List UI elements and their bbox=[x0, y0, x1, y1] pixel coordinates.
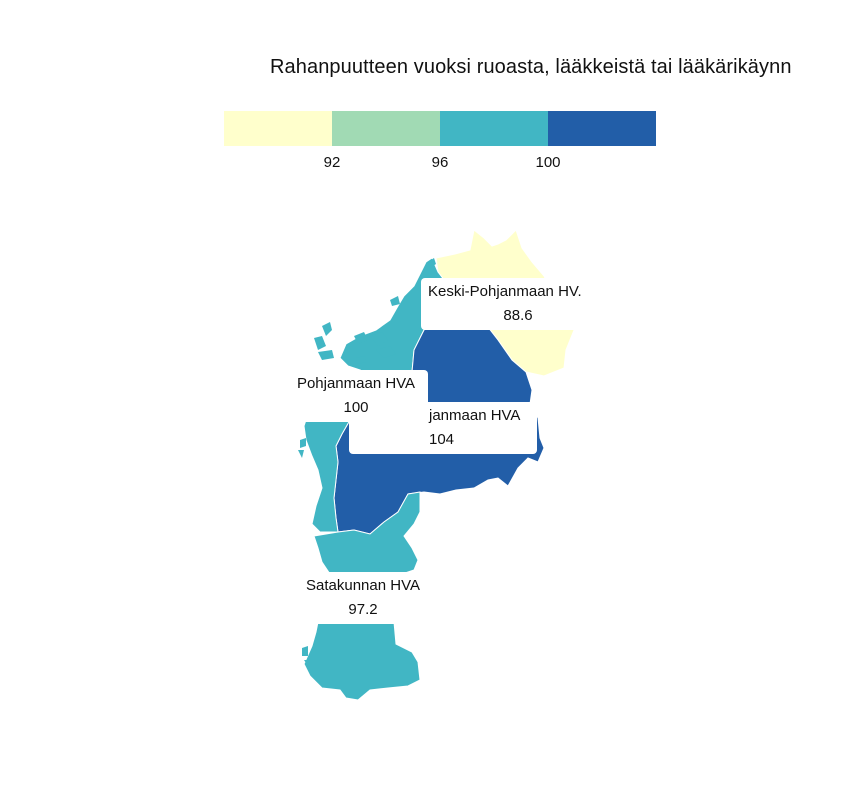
legend-swatch-4 bbox=[548, 111, 656, 146]
region-tooltip-satakunta: Satakunnan HVA 97.2 bbox=[292, 572, 434, 624]
tooltip-region-name: janmaan HVA bbox=[429, 407, 521, 424]
map-title: Rahanpuutteen vuoksi ruoasta, lääkkeistä… bbox=[270, 56, 792, 78]
tooltip-region-name: Satakunnan HVA bbox=[306, 577, 420, 594]
color-legend: 92 96 100 bbox=[224, 111, 656, 171]
archipelago-islands bbox=[298, 258, 436, 666]
region-satakunta[interactable] bbox=[313, 491, 421, 579]
legend-tick-label: 92 bbox=[323, 154, 341, 171]
region-tooltip-keski-pohjanmaa: Keski-Pohjanmaan HV. 88.6 bbox=[421, 278, 595, 330]
tooltip-region-value: 100 bbox=[343, 399, 369, 416]
tooltip-region-name: Pohjanmaan HVA bbox=[296, 375, 416, 392]
legend-tick-label: 100 bbox=[535, 154, 561, 171]
legend-swatch-3 bbox=[440, 111, 548, 146]
region-tooltip-pohjanmaa: Pohjanmaan HVA 100 bbox=[284, 370, 428, 422]
tooltip-region-value: 97.2 bbox=[348, 601, 378, 618]
legend-swatch-2 bbox=[332, 111, 440, 146]
tooltip-region-value: 88.6 bbox=[503, 307, 533, 324]
legend-tick-label: 96 bbox=[431, 154, 449, 171]
tooltip-region-value: 104 bbox=[429, 431, 455, 448]
legend-swatch-1 bbox=[224, 111, 332, 146]
region-satakunta-lower[interactable] bbox=[303, 621, 421, 701]
tooltip-region-name: Keski-Pohjanmaan HV. bbox=[428, 283, 582, 300]
